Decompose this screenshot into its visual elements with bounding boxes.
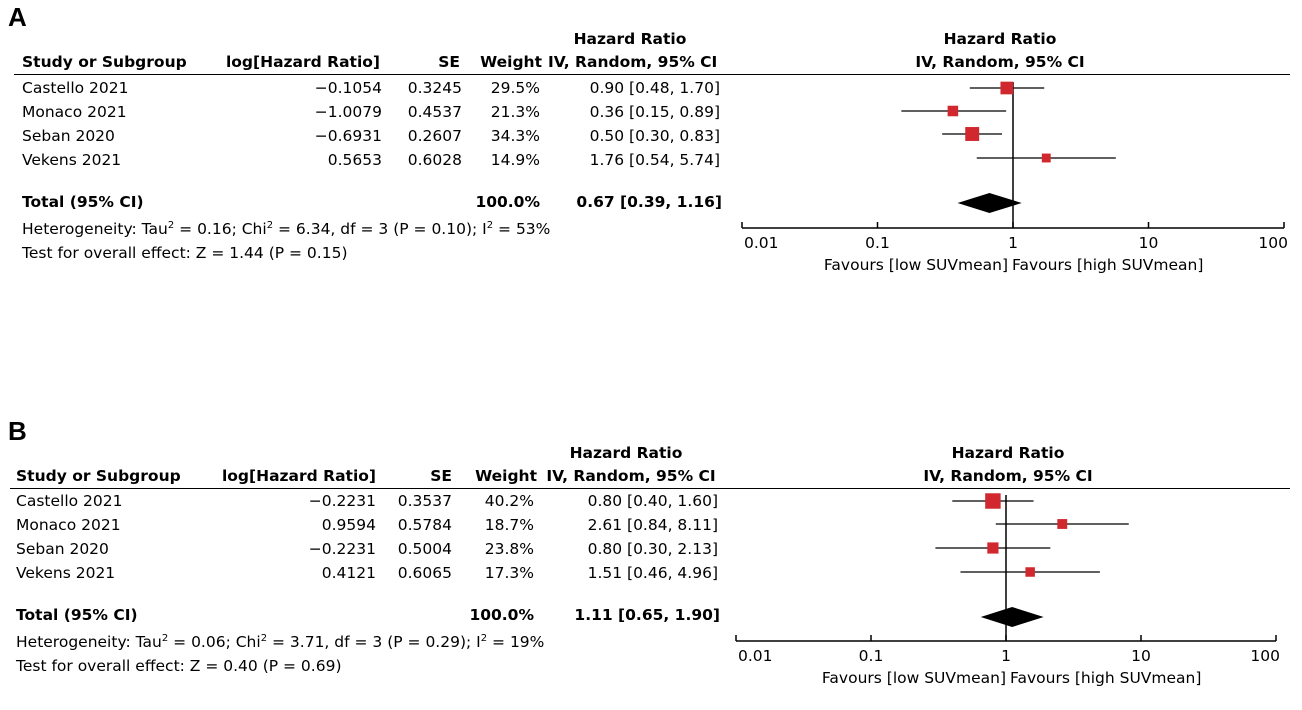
hr-header-bottom: IV, Random, 95% CI (546, 467, 716, 485)
study-ci: 0.80 [0.30, 2.13] (587, 540, 718, 558)
study-weight: 29.5% (490, 79, 540, 97)
hr-header-top: Hazard Ratio (569, 444, 683, 462)
favours-left-label: Favours [low SUVmean] (822, 669, 1006, 687)
forest-plot-b: 0.01 0.1 1 10 100 Favours [low SUVmean] Favour… (735, 493, 1280, 687)
study-ci: 0.90 [0.48, 1.70] (589, 79, 720, 97)
study-name: Vekens 2021 (22, 151, 122, 169)
x-tick-label: 10 (1139, 234, 1159, 252)
study-name: Castello 2021 (22, 79, 129, 97)
study-marker (1025, 567, 1035, 577)
study-se: 0.6065 (397, 564, 452, 582)
study-marker (947, 105, 959, 117)
loghr-header: log[Hazard Ratio] (225, 53, 380, 71)
study-loghr: −0.2231 (308, 492, 376, 510)
plot-header-top: Hazard Ratio (951, 444, 1065, 462)
forest-plot-panel-b: B Hazard Ratio Study or Subgroup log[Haz… (0, 410, 1302, 710)
favours-right-label: Favours [high SUVmean] (1010, 669, 1201, 687)
study-se: 0.3245 (407, 79, 462, 97)
x-tick-label: 1 (1008, 234, 1018, 252)
plot-header-bottom: IV, Random, 95% CI (923, 467, 1093, 485)
study-loghr: 0.9594 (321, 516, 376, 534)
overall-effect-text: Test for overall effect: Z = 0.40 (P = 0… (16, 657, 342, 675)
x-tick-label: 1 (1001, 647, 1011, 665)
total-ci: 0.67 [0.39, 1.16] (576, 193, 722, 211)
header-rule (14, 74, 1290, 75)
study-name: Seban 2020 (22, 127, 115, 145)
favours-left-label: Favours [low SUVmean] (824, 256, 1008, 274)
x-tick-label: 0.01 (744, 234, 779, 252)
study-name: Vekens 2021 (16, 564, 116, 582)
panel-letter: A (8, 2, 27, 32)
favours-right-label: Favours [high SUVmean] (1012, 256, 1203, 274)
plot-header-top: Hazard Ratio (943, 30, 1057, 48)
x-tick-label: 100 (1258, 234, 1288, 252)
study-marker (965, 127, 980, 141)
weight-header: Weight (475, 467, 537, 485)
study-name: Castello 2021 (16, 492, 123, 510)
x-tick-label: 0.1 (859, 647, 884, 665)
study-se: 0.5004 (397, 540, 452, 558)
study-se: 0.2607 (407, 127, 462, 145)
se-header: SE (438, 53, 460, 71)
forest-plot-a: 0.01 0.1 1 10 100 Favours [low SUVmean] Favour… (741, 81, 1288, 274)
study-header: Study or Subgroup (16, 467, 181, 485)
total-ci: 1.11 [0.65, 1.90] (574, 606, 720, 624)
study-ci: 1.51 [0.46, 4.96] (587, 564, 718, 582)
study-ci: 0.50 [0.30, 0.83] (589, 127, 720, 145)
study-name: Monaco 2021 (22, 103, 127, 121)
x-tick-label: 0.1 (865, 234, 890, 252)
study-weight: 14.9% (490, 151, 540, 169)
total-diamond (957, 193, 1022, 213)
heterogeneity-text: Heterogeneity: Tau2 = 0.06; Chi2 = 3.71,… (16, 632, 545, 651)
study-name: Seban 2020 (16, 540, 109, 558)
study-marker (987, 542, 999, 554)
study-marker (1000, 81, 1014, 95)
study-name: Monaco 2021 (16, 516, 121, 534)
total-diamond (980, 607, 1044, 627)
total-label: Total (95% CI) (22, 193, 144, 211)
total-weight: 100.0% (469, 606, 534, 624)
study-se: 0.3537 (397, 492, 452, 510)
study-loghr: 0.5653 (327, 151, 382, 169)
panel-letter: B (8, 416, 27, 446)
study-header: Study or Subgroup (22, 53, 187, 71)
loghr-header: log[Hazard Ratio] (221, 467, 376, 485)
study-ci: 2.61 [0.84, 8.11] (587, 516, 718, 534)
study-loghr: −0.2231 (308, 540, 376, 558)
x-tick-label: 10 (1131, 647, 1151, 665)
plot-header-bottom: IV, Random, 95% CI (915, 53, 1085, 71)
x-tick-label: 0.01 (738, 647, 773, 665)
study-loghr: −0.1054 (314, 79, 382, 97)
study-marker (1057, 519, 1068, 529)
se-header: SE (430, 467, 452, 485)
study-marker (985, 493, 1001, 509)
study-weight: 18.7% (484, 516, 534, 534)
overall-effect-text: Test for overall effect: Z = 1.44 (P = 0… (22, 244, 348, 262)
total-weight: 100.0% (475, 193, 540, 211)
heterogeneity-text: Heterogeneity: Tau2 = 0.16; Chi2 = 6.34,… (22, 219, 551, 238)
study-weight: 23.8% (484, 540, 534, 558)
study-loghr: −0.6931 (314, 127, 382, 145)
study-se: 0.4537 (407, 103, 462, 121)
study-ci: 1.76 [0.54, 5.74] (589, 151, 720, 169)
weight-header: Weight (480, 53, 542, 71)
hr-header-bottom: IV, Random, 95% CI (548, 53, 718, 71)
study-ci: 0.80 [0.40, 1.60] (587, 492, 718, 510)
study-se: 0.5784 (397, 516, 452, 534)
hr-header-top: Hazard Ratio (573, 30, 687, 48)
forest-plot-panel-a: A Hazard Ratio Study or Subgroup log[Haz… (0, 0, 1302, 300)
total-label: Total (95% CI) (16, 606, 138, 624)
x-tick-label: 100 (1250, 647, 1280, 665)
study-weight: 40.2% (484, 492, 534, 510)
header-rule (10, 488, 1290, 489)
study-loghr: −1.0079 (314, 103, 382, 121)
study-loghr: 0.4121 (321, 564, 376, 582)
study-se: 0.6028 (407, 151, 462, 169)
study-marker (1041, 153, 1051, 163)
study-weight: 34.3% (490, 127, 540, 145)
study-weight: 17.3% (484, 564, 534, 582)
study-ci: 0.36 [0.15, 0.89] (589, 103, 720, 121)
study-weight: 21.3% (490, 103, 540, 121)
